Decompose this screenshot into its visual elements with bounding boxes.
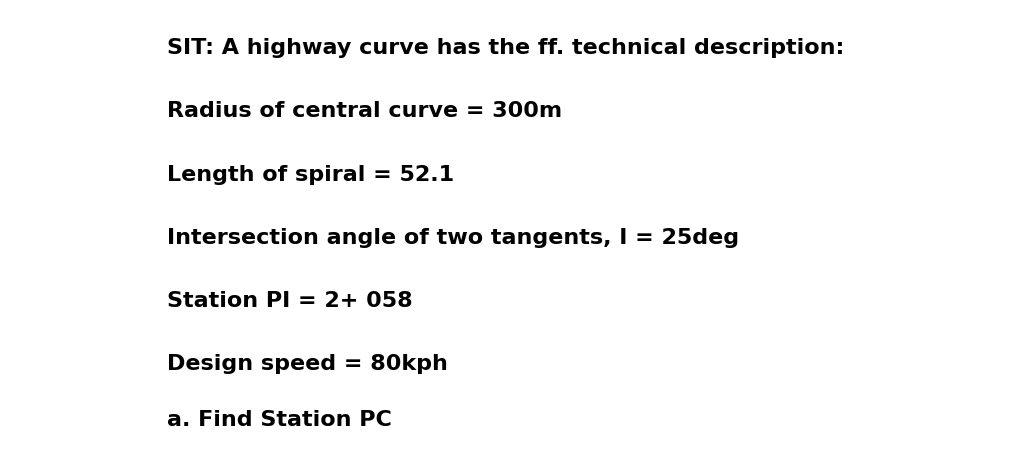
Text: Station PI = 2+ 058: Station PI = 2+ 058 — [167, 291, 412, 311]
Text: Length of spiral = 52.1: Length of spiral = 52.1 — [167, 165, 454, 184]
Text: Intersection angle of two tangents, I = 25deg: Intersection angle of two tangents, I = … — [167, 228, 738, 248]
Text: a. Find Station PC: a. Find Station PC — [167, 410, 391, 430]
Text: SIT: A highway curve has the ff. technical description:: SIT: A highway curve has the ff. technic… — [167, 38, 843, 58]
Text: Design speed = 80kph: Design speed = 80kph — [167, 354, 448, 374]
Text: Radius of central curve = 300m: Radius of central curve = 300m — [167, 101, 561, 121]
